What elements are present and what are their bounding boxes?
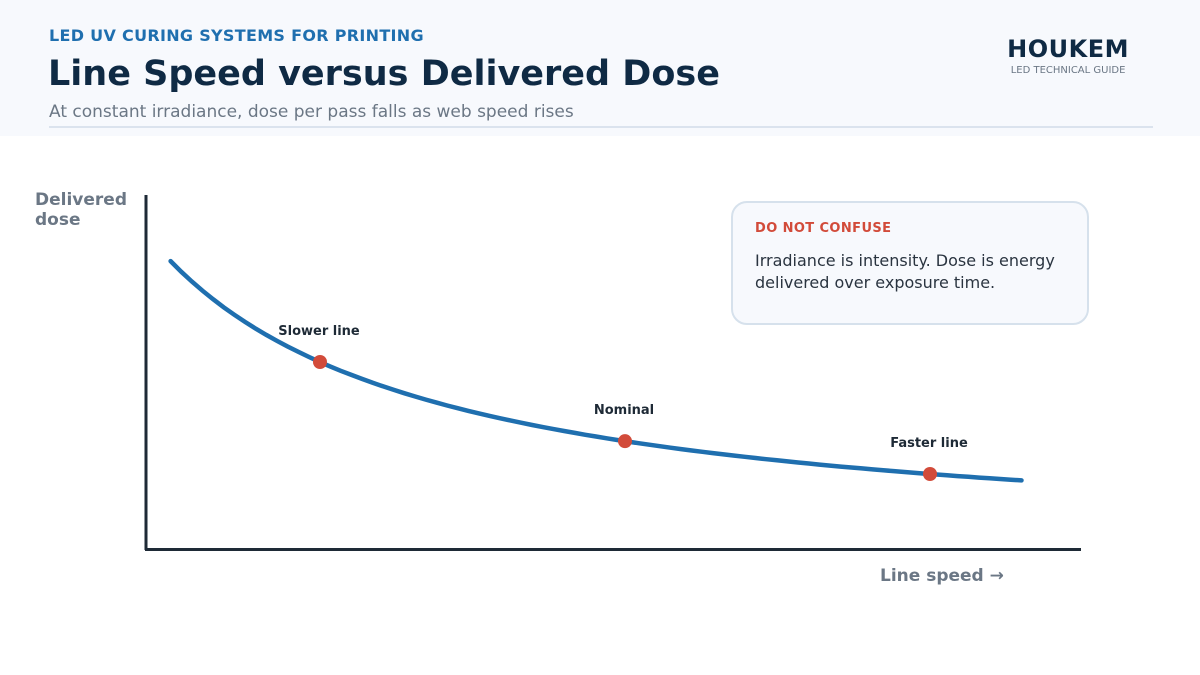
brand-tagline: LED TECHNICAL GUIDE (1010, 65, 1126, 76)
callout-box: DO NOT CONFUSE Irradiance is intensity. … (731, 201, 1089, 325)
header-divider (49, 126, 1153, 128)
point-marker-1 (313, 355, 327, 369)
point-label-3: Faster line (890, 436, 968, 451)
brand-logo: HOUKEM LED TECHNICAL GUIDE (1007, 35, 1129, 76)
page-title: Line Speed versus Delivered Dose (48, 54, 720, 94)
header-band: LED UV CURING SYSTEMS FOR PRINTING Line … (0, 0, 1200, 136)
brand-name: HOUKEM (1007, 35, 1129, 63)
page-subtitle: At constant irradiance, dose per pass fa… (49, 102, 574, 122)
callout-body: Irradiance is intensity. Dose is energy … (755, 251, 1055, 292)
x-axis-label: Line speed → (880, 566, 1004, 586)
point-label-2: Nominal (594, 403, 654, 418)
y-axis-label: Delivered dose (35, 190, 127, 230)
points-layer: Slower line Nominal Faster line (278, 324, 968, 481)
point-marker-3 (923, 467, 937, 481)
eyebrow: LED UV CURING SYSTEMS FOR PRINTING (49, 26, 424, 45)
dose-curve (168, 258, 1024, 483)
point-marker-2 (618, 434, 632, 449)
point-label-1: Slower line (278, 324, 360, 339)
callout-title: DO NOT CONFUSE (755, 221, 892, 236)
